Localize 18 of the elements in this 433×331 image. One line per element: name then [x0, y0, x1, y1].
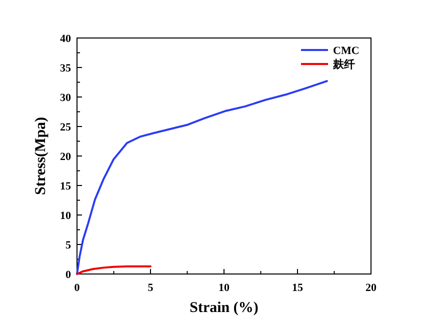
x-tick-label: 20: [366, 282, 377, 294]
y-tick-label: 30: [60, 92, 72, 104]
x-tick-label: 10: [218, 282, 230, 294]
y-tick-label: 40: [60, 33, 72, 45]
y-tick-label: 35: [60, 62, 72, 74]
y-tick-label: 20: [60, 151, 72, 163]
y-tick-label: 10: [60, 210, 72, 222]
y-axis-title: Stress(Mpa): [33, 116, 49, 196]
y-tick-label: 15: [60, 180, 72, 192]
x-axis-title: Strain (%): [190, 300, 258, 316]
y-tick-label: 0: [66, 269, 72, 281]
x-tick-label: 15: [292, 282, 304, 294]
legend-label: 麸纤: [332, 58, 355, 71]
y-tick-label: 5: [66, 240, 72, 252]
y-tick-label: 25: [60, 122, 72, 134]
x-tick-label: 5: [148, 282, 154, 294]
legend-label: CMC: [333, 45, 360, 57]
x-tick-label: 0: [74, 282, 80, 294]
